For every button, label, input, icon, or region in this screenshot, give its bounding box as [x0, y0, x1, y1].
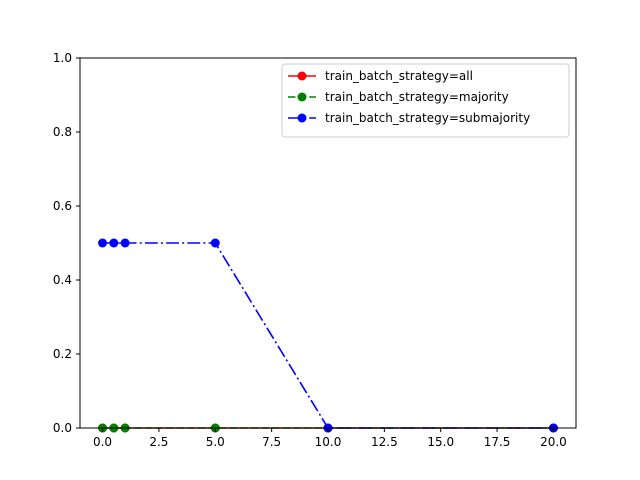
y-tick-label: 0.8 — [53, 125, 72, 139]
y-tick-label: 0.0 — [53, 421, 72, 435]
legend-marker — [297, 71, 307, 81]
y-tick-label: 0.6 — [53, 199, 72, 213]
legend-label: train_batch_strategy=majority — [325, 90, 509, 104]
legend-box — [281, 63, 570, 138]
series-layer — [98, 238, 558, 433]
x-tick-label: 5.0 — [206, 435, 225, 449]
y-tick-label: 0.4 — [53, 273, 72, 287]
x-tick-label: 7.5 — [262, 435, 281, 449]
x-tick-label: 15.0 — [427, 435, 454, 449]
legend-item: train_batch_strategy=majority — [288, 90, 509, 104]
x-tick-label: 10.0 — [315, 435, 342, 449]
x-tick-label: 20.0 — [540, 435, 567, 449]
x-tick-label: 12.5 — [371, 435, 398, 449]
x-tick-label: 2.5 — [149, 435, 168, 449]
legend-item: train_batch_strategy=submajority — [288, 111, 530, 125]
legend-marker — [297, 92, 307, 102]
x-tick-label: 17.5 — [484, 435, 511, 449]
legend-item: train_batch_strategy=all — [288, 69, 473, 83]
y-tick-label: 0.2 — [53, 347, 72, 361]
axes-layer: 0.0 2.5 5.0 7.5 10.0 12.5 15.0 17.5 20.0 0.0 0.2 0.… — [53, 51, 577, 449]
legend-marker — [297, 113, 307, 123]
data-point — [98, 238, 108, 248]
legend-label: train_batch_strategy=submajority — [325, 111, 530, 125]
series-line-3 — [102, 242, 554, 429]
data-point — [210, 238, 220, 248]
legend-label: train_batch_strategy=all — [325, 69, 473, 83]
y-tick-label: 1.0 — [53, 51, 72, 65]
data-point — [120, 238, 130, 248]
series-3 — [98, 238, 558, 433]
legend: train_batch_strategy=all train_batch_stra… — [281, 63, 570, 138]
x-tick-label: 0.0 — [93, 435, 112, 449]
data-point — [109, 238, 119, 248]
